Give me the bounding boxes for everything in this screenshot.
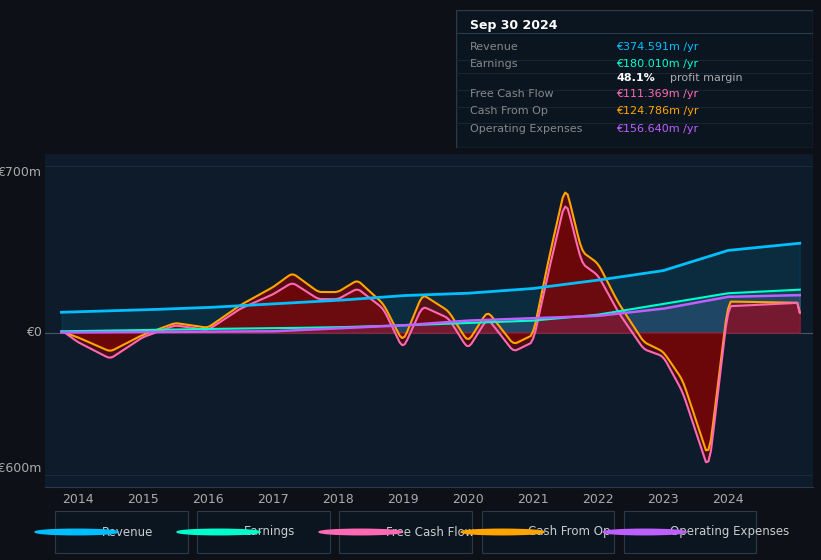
Text: €156.640m /yr: €156.640m /yr: [617, 124, 699, 134]
Circle shape: [35, 529, 118, 535]
Text: Free Cash Flow: Free Cash Flow: [470, 89, 553, 99]
FancyBboxPatch shape: [623, 511, 755, 553]
FancyBboxPatch shape: [340, 511, 472, 553]
FancyBboxPatch shape: [456, 10, 813, 148]
FancyBboxPatch shape: [56, 511, 188, 553]
Text: €700m: €700m: [0, 166, 42, 179]
Text: Earnings: Earnings: [245, 525, 296, 539]
Text: Cash From Op: Cash From Op: [529, 525, 611, 539]
Circle shape: [461, 529, 544, 535]
FancyBboxPatch shape: [481, 511, 613, 553]
Text: Earnings: Earnings: [470, 59, 518, 69]
Text: €111.369m /yr: €111.369m /yr: [617, 89, 699, 99]
Circle shape: [603, 529, 686, 535]
Text: Free Cash Flow: Free Cash Flow: [387, 525, 475, 539]
Text: €180.010m /yr: €180.010m /yr: [617, 59, 699, 69]
Circle shape: [319, 529, 402, 535]
Text: profit margin: profit margin: [670, 73, 742, 82]
Text: Cash From Op: Cash From Op: [470, 106, 548, 116]
Text: €374.591m /yr: €374.591m /yr: [617, 42, 699, 52]
Text: -€600m: -€600m: [0, 463, 42, 475]
Text: Revenue: Revenue: [470, 42, 519, 52]
Text: €0: €0: [25, 326, 42, 339]
Text: Operating Expenses: Operating Expenses: [670, 525, 790, 539]
Text: €124.786m /yr: €124.786m /yr: [617, 106, 699, 116]
Text: 48.1%: 48.1%: [617, 73, 655, 82]
Text: Sep 30 2024: Sep 30 2024: [470, 19, 557, 32]
Text: Operating Expenses: Operating Expenses: [470, 124, 582, 134]
Text: Revenue: Revenue: [103, 525, 154, 539]
FancyBboxPatch shape: [198, 511, 330, 553]
Circle shape: [177, 529, 260, 535]
